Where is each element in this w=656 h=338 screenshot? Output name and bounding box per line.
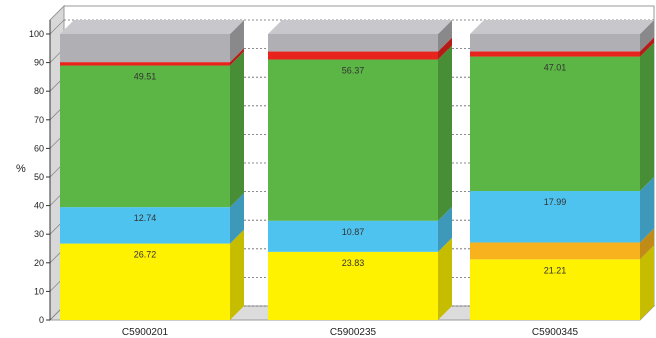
y-axis-label: % <box>16 163 26 175</box>
bar-segment <box>60 65 230 208</box>
y-tick-label: 90 <box>34 58 44 68</box>
data-label: 12.74 <box>134 213 157 223</box>
data-label: 49.51 <box>134 72 157 82</box>
data-label: 23.83 <box>342 258 365 268</box>
x-tick-label: C5900235 <box>330 327 377 338</box>
y-tick-label: 50 <box>34 172 44 182</box>
bar-segment <box>470 51 640 57</box>
bar-segment-side <box>230 51 244 208</box>
bar-segment <box>60 243 230 320</box>
bar-segment <box>60 207 230 244</box>
y-tick-label: 20 <box>34 258 44 268</box>
bar-segment-side <box>640 20 654 52</box>
bar-segment <box>60 34 230 63</box>
y-tick-label: 0 <box>39 315 44 325</box>
bar-segment-side <box>230 229 244 320</box>
data-label: 56.37 <box>342 66 365 76</box>
bar-segment <box>470 191 640 243</box>
bar-segment <box>268 34 438 52</box>
y-tick-label: 70 <box>34 115 44 125</box>
bar-segment <box>268 251 438 320</box>
y-tick-label: 10 <box>34 286 44 296</box>
data-label: 17.99 <box>544 197 567 207</box>
gridline-side <box>49 19 65 35</box>
bar-segment <box>268 59 438 221</box>
bar-segment-side <box>438 37 452 60</box>
x-tick-label: C5900201 <box>122 327 169 338</box>
data-label: 26.72 <box>134 250 157 260</box>
data-label: 10.87 <box>342 227 365 237</box>
bar-segment <box>470 242 640 260</box>
bar-segment-side <box>640 245 654 320</box>
x-tick-label: C5900345 <box>532 327 579 338</box>
bar-segment-side <box>438 206 452 252</box>
bar-top-cap <box>268 20 452 34</box>
axes: C5900201 C5900235 C5900345 0 10 20 30 40 50 60 70 8… <box>29 20 579 338</box>
data-label: 21.21 <box>544 265 567 275</box>
y-tick-label: 80 <box>34 86 44 96</box>
bar-segment-side <box>438 45 452 221</box>
bar-segment-side <box>230 193 244 244</box>
bar-segment <box>60 62 230 66</box>
bar-segment-side <box>640 228 654 260</box>
bar-top-cap <box>470 20 654 34</box>
bar-segment-side <box>230 48 244 66</box>
bars: 26.72 12.74 49.51 23.83 10.87 56.37 21.21 17.99… <box>60 20 654 320</box>
bar-segment-side <box>640 177 654 243</box>
bar-segment-side <box>438 237 452 320</box>
y-tick-label: 30 <box>34 229 44 239</box>
y-tick-label: 100 <box>29 29 44 39</box>
bar-segment <box>470 259 640 320</box>
y-tick-label: 60 <box>34 143 44 153</box>
bar-segment <box>268 220 438 252</box>
bar-segment <box>470 56 640 192</box>
bar-segment-side <box>640 42 654 192</box>
data-label: 47.01 <box>544 63 567 73</box>
y-tick-label: 40 <box>34 201 44 211</box>
bar-segment-side <box>230 20 244 63</box>
bar-segment-side <box>438 20 452 52</box>
bar-segment <box>268 51 438 60</box>
bar-segment <box>470 34 640 52</box>
bar-top-cap <box>60 20 244 34</box>
bar-segment-side <box>640 37 654 57</box>
